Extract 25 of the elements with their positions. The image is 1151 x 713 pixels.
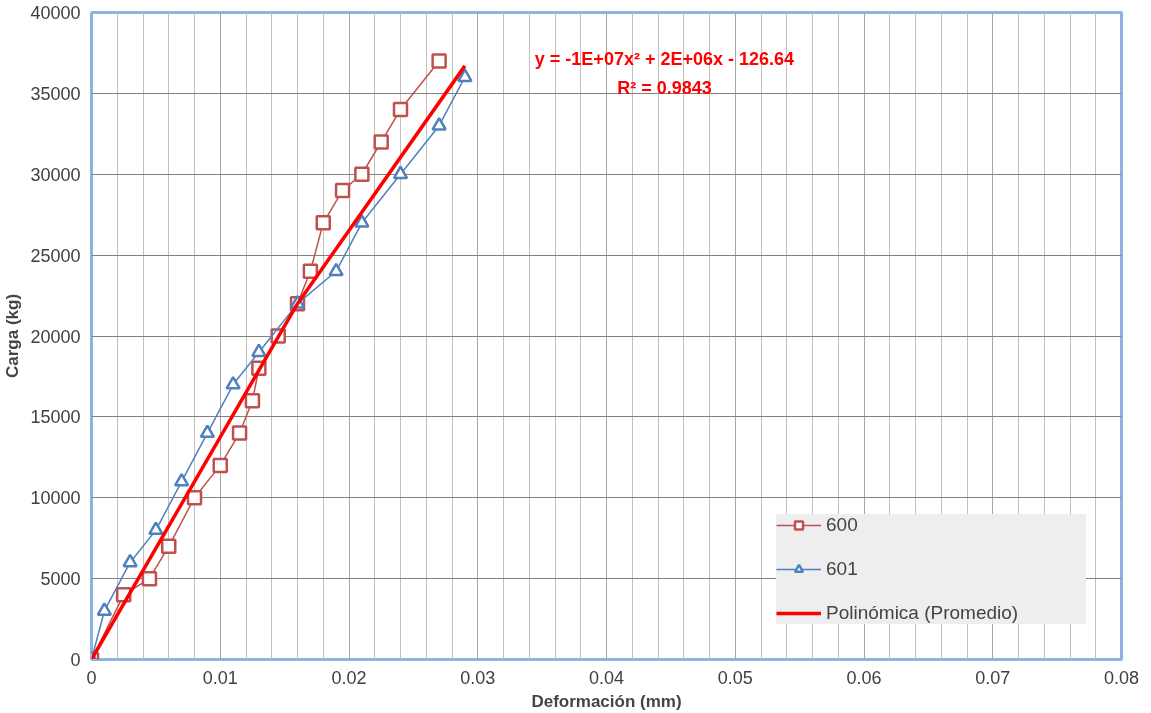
x-tick-label: 0.02 <box>331 667 367 688</box>
x-tick-label: 0.05 <box>717 667 753 688</box>
annotation: R² = 0.9843 <box>617 78 712 99</box>
legend-label: Polinómica (Promedio) <box>826 602 1020 624</box>
legend-label: 600 <box>826 514 859 536</box>
y-axis-title: Carga (kg) <box>3 293 23 379</box>
x-axis-title: Deformación (mm) <box>531 691 682 711</box>
y-tick-label: 15000 <box>30 407 81 428</box>
x-tick-label: 0.08 <box>1103 667 1140 688</box>
y-tick-label: 25000 <box>30 245 81 266</box>
annotation: y = -1E+07x² + 2E+06x - 126.64 <box>534 49 795 70</box>
x-tick-label: 0 <box>86 667 97 688</box>
y-tick-label: 30000 <box>30 164 81 185</box>
legend-label: 601 <box>826 558 859 580</box>
x-tick-label: 0.07 <box>975 667 1011 688</box>
y-tick-label: 20000 <box>30 326 81 347</box>
y-tick-label: 10000 <box>30 488 81 509</box>
y-tick-label: 0 <box>70 650 81 670</box>
x-tick-label: 0.03 <box>460 667 496 688</box>
x-tick-label: 0.06 <box>846 667 882 688</box>
x-tick-label: 0.04 <box>588 667 625 688</box>
y-tick-label: 5000 <box>40 569 81 590</box>
y-tick-label: 35000 <box>30 83 81 104</box>
x-tick-label: 0.01 <box>202 667 238 688</box>
y-tick-label: 40000 <box>30 3 81 23</box>
